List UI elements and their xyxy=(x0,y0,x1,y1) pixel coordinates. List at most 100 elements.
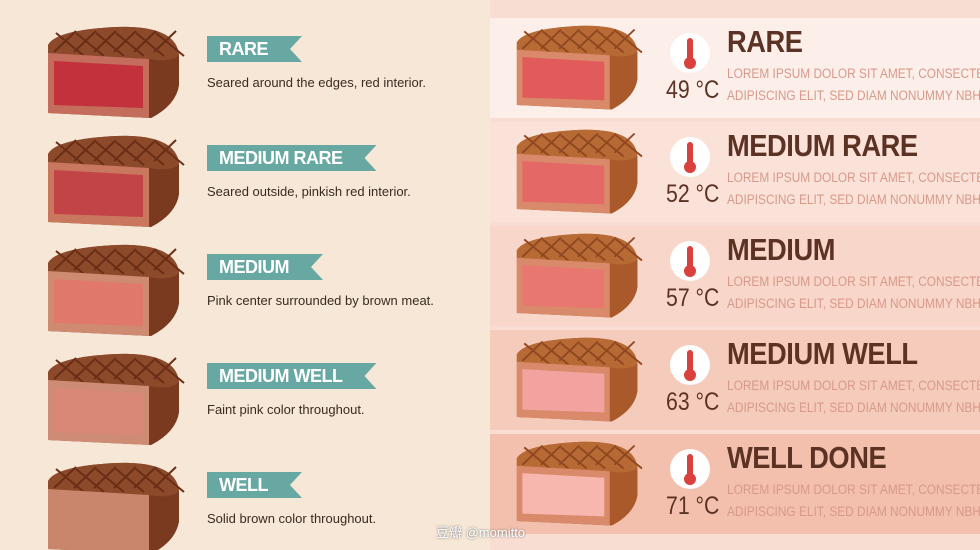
grill-line xyxy=(135,141,165,166)
steak-side xyxy=(149,382,179,445)
grill-line xyxy=(578,30,606,54)
thermometer-bulb xyxy=(684,473,696,485)
steak-side xyxy=(609,467,638,526)
temperature: 52 °C xyxy=(666,180,720,208)
steak xyxy=(516,129,643,214)
grill-line xyxy=(95,141,125,166)
temperature: 71 °C xyxy=(666,492,720,520)
steak-center xyxy=(54,61,143,108)
grill-line xyxy=(615,342,643,366)
steak xyxy=(516,233,643,318)
grill-line xyxy=(75,468,105,493)
grill-line xyxy=(560,238,588,262)
temperature: 57 °C xyxy=(666,284,720,312)
body-text: LOREM IPSUM DOLOR SIT AMET, CONSECTETUER xyxy=(727,378,980,393)
grill-line xyxy=(615,134,643,158)
grill-line xyxy=(597,134,625,158)
temperature: 63 °C xyxy=(666,388,720,416)
steak-side xyxy=(609,155,638,214)
steak-side xyxy=(149,491,179,550)
grill-line xyxy=(523,134,551,158)
grill-line xyxy=(523,238,551,262)
doneness-title: MEDIUM xyxy=(727,232,835,267)
grill-line xyxy=(95,32,125,57)
doneness-ribbon: MEDIUM RARE xyxy=(207,145,377,171)
grill-line xyxy=(560,134,588,158)
grill-line xyxy=(115,359,145,384)
grill-line xyxy=(523,342,551,366)
doneness-description: Seared outside, pinkish red interior. xyxy=(207,184,411,199)
steak-side xyxy=(149,164,179,227)
thermometer-tube xyxy=(687,142,693,164)
steak xyxy=(48,353,185,445)
steak-center xyxy=(522,369,605,413)
steak-side xyxy=(609,363,638,422)
grill-line xyxy=(135,32,165,57)
body-text: ADIPISCING ELIT, SED DIAM NONUMMY NBH xyxy=(727,504,980,519)
grill-line xyxy=(155,32,185,57)
grill-line xyxy=(115,250,145,275)
grill-line xyxy=(115,141,145,166)
steak-side xyxy=(149,273,179,336)
steak-center xyxy=(522,161,605,205)
grill-line xyxy=(75,32,105,57)
thermometer-bulb xyxy=(684,369,696,381)
grill-line xyxy=(615,446,643,470)
grill-line xyxy=(55,141,85,166)
steak-center xyxy=(522,265,605,309)
body-text: LOREM IPSUM DOLOR SIT AMET, CONSECTETUER xyxy=(727,274,980,289)
grill-line xyxy=(578,342,606,366)
grill-line xyxy=(75,359,105,384)
grill-line xyxy=(155,141,185,166)
grill-line xyxy=(597,342,625,366)
grill-line xyxy=(542,446,569,470)
grill-line xyxy=(75,250,105,275)
body-text: ADIPISCING ELIT, SED DIAM NONUMMY NBH xyxy=(727,400,980,415)
steak xyxy=(516,337,643,422)
grill-line xyxy=(55,32,85,57)
doneness-description: Seared around the edges, red interior. xyxy=(207,75,426,90)
watermark: 豆瓣 @momitto xyxy=(436,525,526,540)
grill-line xyxy=(95,359,125,384)
grill-line xyxy=(155,359,185,384)
grill-line xyxy=(597,30,625,54)
steak-side xyxy=(609,259,638,318)
grill-line xyxy=(560,342,588,366)
doneness-ribbon: MEDIUM WELL xyxy=(207,363,376,389)
grill-line xyxy=(597,238,625,262)
doneness-title: MEDIUM RARE xyxy=(727,128,918,163)
steak-face xyxy=(48,489,149,550)
grill-line xyxy=(155,468,185,493)
body-text: ADIPISCING ELIT, SED DIAM NONUMMY NBH xyxy=(727,192,980,207)
doneness-title: RARE xyxy=(727,24,803,59)
grill-line xyxy=(55,250,85,275)
thermometer-tube xyxy=(687,38,693,60)
thermometer-bulb xyxy=(684,265,696,277)
steak-center xyxy=(522,473,605,517)
grill-line xyxy=(542,30,569,54)
grill-line xyxy=(115,468,145,493)
grill-line xyxy=(55,359,85,384)
grill-line xyxy=(135,359,165,384)
grill-line xyxy=(95,250,125,275)
doneness-description: Solid brown color throughout. xyxy=(207,511,377,526)
doneness-title: MEDIUM WELL xyxy=(727,336,918,371)
body-text: LOREM IPSUM DOLOR SIT AMET, CONSECTETUER xyxy=(727,482,980,497)
doneness-ribbon: RARE xyxy=(207,36,302,62)
doneness-description: Pink center surrounded by brown meat. xyxy=(207,293,434,308)
thermometer-tube xyxy=(687,246,693,268)
body-text: LOREM IPSUM DOLOR SIT AMET, CONSECTETUER xyxy=(727,66,980,81)
grill-line xyxy=(542,238,569,262)
grill-line xyxy=(578,134,606,158)
steak xyxy=(516,441,643,526)
steak-center xyxy=(54,279,143,326)
steak-side xyxy=(609,51,638,110)
grill-line xyxy=(542,134,569,158)
grill-line xyxy=(55,468,85,493)
body-text: ADIPISCING ELIT, SED DIAM NONUMMY NBH xyxy=(727,296,980,311)
doneness-ribbon: MEDIUM xyxy=(207,254,323,280)
doneness-title: WELL DONE xyxy=(727,440,887,475)
grill-line xyxy=(135,250,165,275)
